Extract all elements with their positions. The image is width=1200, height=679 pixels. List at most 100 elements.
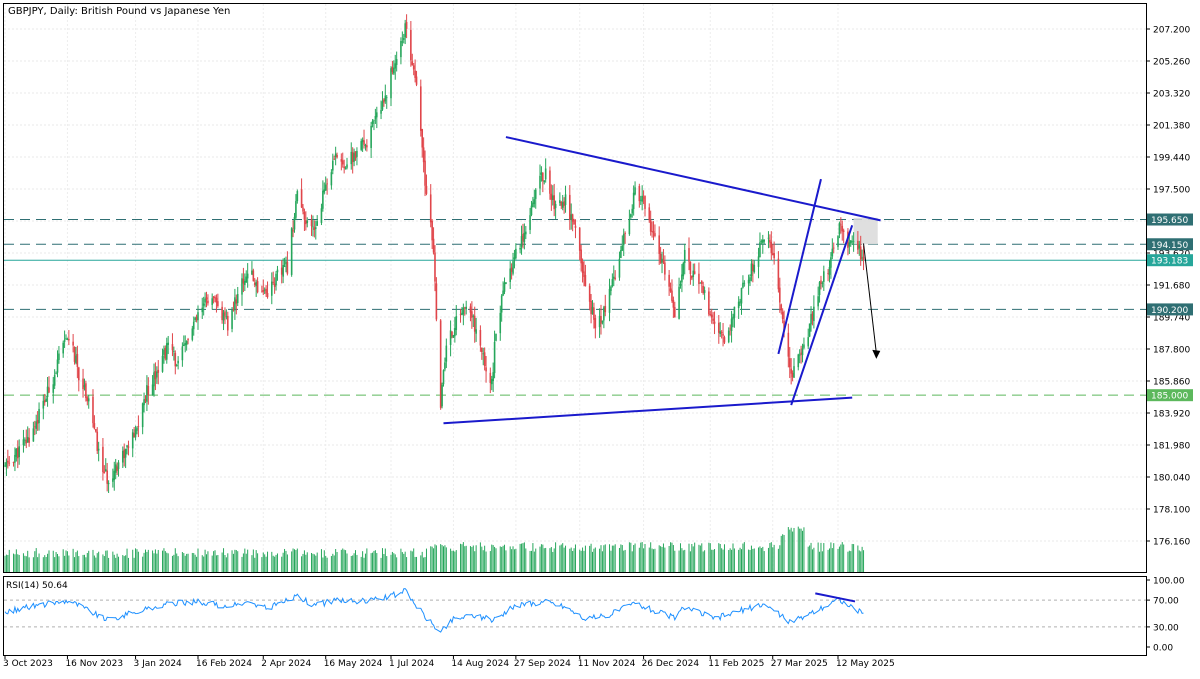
candle-body <box>821 282 824 284</box>
candle-body <box>549 170 551 194</box>
candle-body <box>290 228 293 275</box>
candle-body <box>823 271 825 282</box>
candle-body <box>664 262 666 275</box>
candle-body <box>563 201 565 206</box>
candle-body <box>95 429 97 432</box>
candle-body <box>583 271 585 277</box>
candle-body <box>26 437 29 443</box>
candle-body <box>5 462 8 467</box>
candle-body <box>554 204 557 209</box>
candle-body <box>326 183 328 185</box>
candle-body <box>703 290 706 293</box>
candle-body <box>201 307 204 313</box>
candle-body <box>419 86 422 131</box>
candle-body <box>62 342 64 354</box>
candle-body <box>112 478 114 482</box>
rsi-tick-label: 30.00 <box>1153 623 1179 633</box>
candle-body <box>253 282 256 285</box>
candle-body <box>532 202 534 208</box>
candle-body <box>164 347 167 359</box>
candle-body <box>400 41 402 58</box>
candle-body <box>475 329 477 334</box>
candle-body <box>123 449 126 459</box>
candle-body <box>93 423 96 429</box>
candle-body <box>621 245 624 251</box>
candle-body <box>92 396 94 424</box>
candle-body <box>733 306 736 318</box>
candle-body <box>688 248 690 262</box>
candle-body <box>571 214 574 222</box>
candle-body <box>429 194 432 223</box>
candle-body <box>212 296 215 298</box>
candle-body <box>235 299 238 304</box>
y-tick-label: 183.920 <box>1153 410 1190 420</box>
y-tick-label: 203.320 <box>1153 90 1190 100</box>
candle-body <box>424 160 426 186</box>
candle-body <box>383 99 385 103</box>
candle-body <box>65 338 67 340</box>
candle-body <box>610 286 612 291</box>
candle-body <box>682 262 685 277</box>
candle-body <box>632 192 635 210</box>
candle-body <box>472 315 475 317</box>
candle-body <box>742 282 744 288</box>
price-level-tag <box>1147 254 1193 267</box>
candle-body <box>808 323 811 337</box>
candle-body <box>769 239 771 243</box>
candle-body <box>492 372 494 382</box>
candle-body <box>781 311 784 320</box>
candle-body <box>334 153 337 158</box>
candle-body <box>740 287 743 304</box>
candle-body <box>544 168 547 180</box>
candle-body <box>455 316 458 331</box>
candle-body <box>270 281 273 296</box>
candle-body <box>18 446 20 458</box>
x-tick-label: 27 Mar 2025 <box>771 659 828 669</box>
x-tick-label: 14 Aug 2024 <box>451 659 509 669</box>
candle-body <box>481 347 483 353</box>
candle-body <box>127 446 130 448</box>
candle-body <box>276 269 279 273</box>
candle-body <box>144 398 147 401</box>
candle-body <box>594 317 597 329</box>
candle-body <box>759 242 761 258</box>
candle-body <box>551 195 554 201</box>
candle-body <box>107 482 110 485</box>
candle-body <box>858 245 861 249</box>
candle-body <box>723 337 726 343</box>
candle-body <box>827 273 829 274</box>
candle-body <box>411 61 414 66</box>
candle-body <box>314 227 317 229</box>
candle-body <box>354 151 357 159</box>
candle-body <box>529 215 531 230</box>
candle-body <box>608 288 611 313</box>
rsi-tick-label: 100.00 <box>1153 577 1185 587</box>
candle-body <box>336 155 338 158</box>
candle-body <box>520 236 523 247</box>
candle-body <box>72 341 74 346</box>
candle-body <box>590 300 592 315</box>
candle-body <box>598 315 601 328</box>
candle-body <box>749 277 751 282</box>
candle-body <box>449 330 452 345</box>
candle-body <box>689 261 692 275</box>
candle-body <box>445 345 448 362</box>
candle-body <box>286 261 289 274</box>
candle-body <box>126 445 128 448</box>
candle-body <box>469 306 472 313</box>
candle-body <box>113 470 116 480</box>
candle-body <box>601 320 604 323</box>
candle-body <box>381 101 384 110</box>
candle-body <box>225 316 228 318</box>
candle-body <box>830 257 832 268</box>
candle-body <box>82 378 84 390</box>
candle-body <box>197 312 199 321</box>
x-tick-label: 12 May 2025 <box>836 659 895 669</box>
candle-body <box>719 331 722 335</box>
candle-body <box>462 307 465 315</box>
candle-body <box>422 147 425 163</box>
candle-body <box>588 285 591 302</box>
y-tick-label: 180.040 <box>1153 474 1190 484</box>
candle-body <box>479 329 482 346</box>
candle-body <box>717 322 720 333</box>
